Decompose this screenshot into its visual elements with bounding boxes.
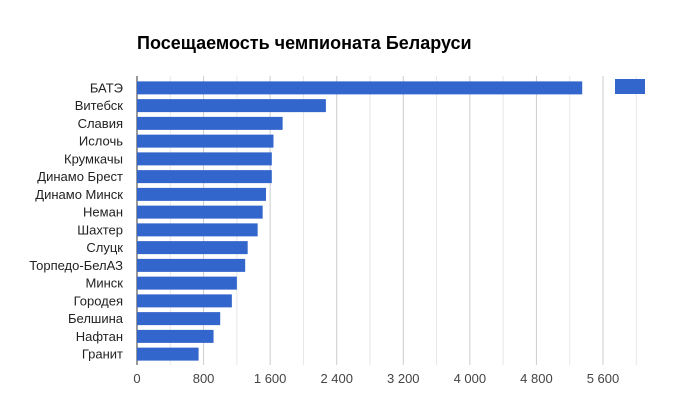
category-label: Нафтан	[76, 329, 123, 344]
bar[interactable]	[137, 241, 248, 255]
x-tick-label: 3 200	[387, 371, 420, 386]
bar[interactable]	[137, 276, 237, 290]
category-label: Витебск	[75, 98, 124, 113]
category-label: Городея	[74, 293, 123, 308]
bar[interactable]	[137, 187, 266, 201]
bar[interactable]	[137, 205, 263, 219]
legend-swatch[interactable]	[615, 79, 645, 94]
x-tick-label: 800	[193, 371, 215, 386]
bar[interactable]	[137, 152, 272, 166]
category-label: БАТЭ	[90, 80, 123, 95]
bar[interactable]	[137, 312, 221, 326]
x-tick-labels: 0 800 1 600 2 400 3 200 4 000 4 800 5 600	[133, 371, 619, 386]
category-label: Шахтер	[77, 222, 123, 237]
category-label: Минск	[86, 276, 124, 291]
x-tick-label: 4 000	[454, 371, 487, 386]
bar[interactable]	[137, 258, 246, 272]
category-label: Белшина	[68, 311, 124, 326]
bar[interactable]	[137, 347, 199, 361]
x-tick-label: 5 600	[587, 371, 620, 386]
bar[interactable]	[137, 170, 272, 184]
bars	[137, 81, 583, 361]
bar[interactable]	[137, 99, 326, 113]
category-labels: БАТЭ Витебск Славия Ислочь Крумкачы Динамо Бр…	[29, 80, 124, 361]
x-tick-label: 4 800	[520, 371, 553, 386]
category-label: Динамо Минск	[35, 187, 123, 202]
category-label: Динамо Брест	[37, 169, 123, 184]
bar[interactable]	[137, 223, 258, 237]
category-label: Неман	[83, 205, 123, 220]
bar[interactable]	[137, 116, 283, 130]
category-label: Крумкачы	[64, 151, 123, 166]
bar[interactable]	[137, 134, 274, 148]
category-label: Ислочь	[79, 134, 123, 149]
category-label: Славия	[78, 116, 123, 131]
bar[interactable]	[137, 81, 583, 95]
category-label: Торпедо-БелАЗ	[29, 258, 123, 273]
bar[interactable]	[137, 329, 214, 343]
bar[interactable]	[137, 294, 232, 308]
x-tick-label: 0	[133, 371, 140, 386]
x-tick-label: 1 600	[254, 371, 287, 386]
category-label: Слуцк	[86, 240, 123, 255]
chart-title: Посещаемость чемпионата Беларуси	[137, 33, 472, 53]
x-tick-label: 2 400	[320, 371, 353, 386]
category-label: Гранит	[82, 347, 123, 362]
